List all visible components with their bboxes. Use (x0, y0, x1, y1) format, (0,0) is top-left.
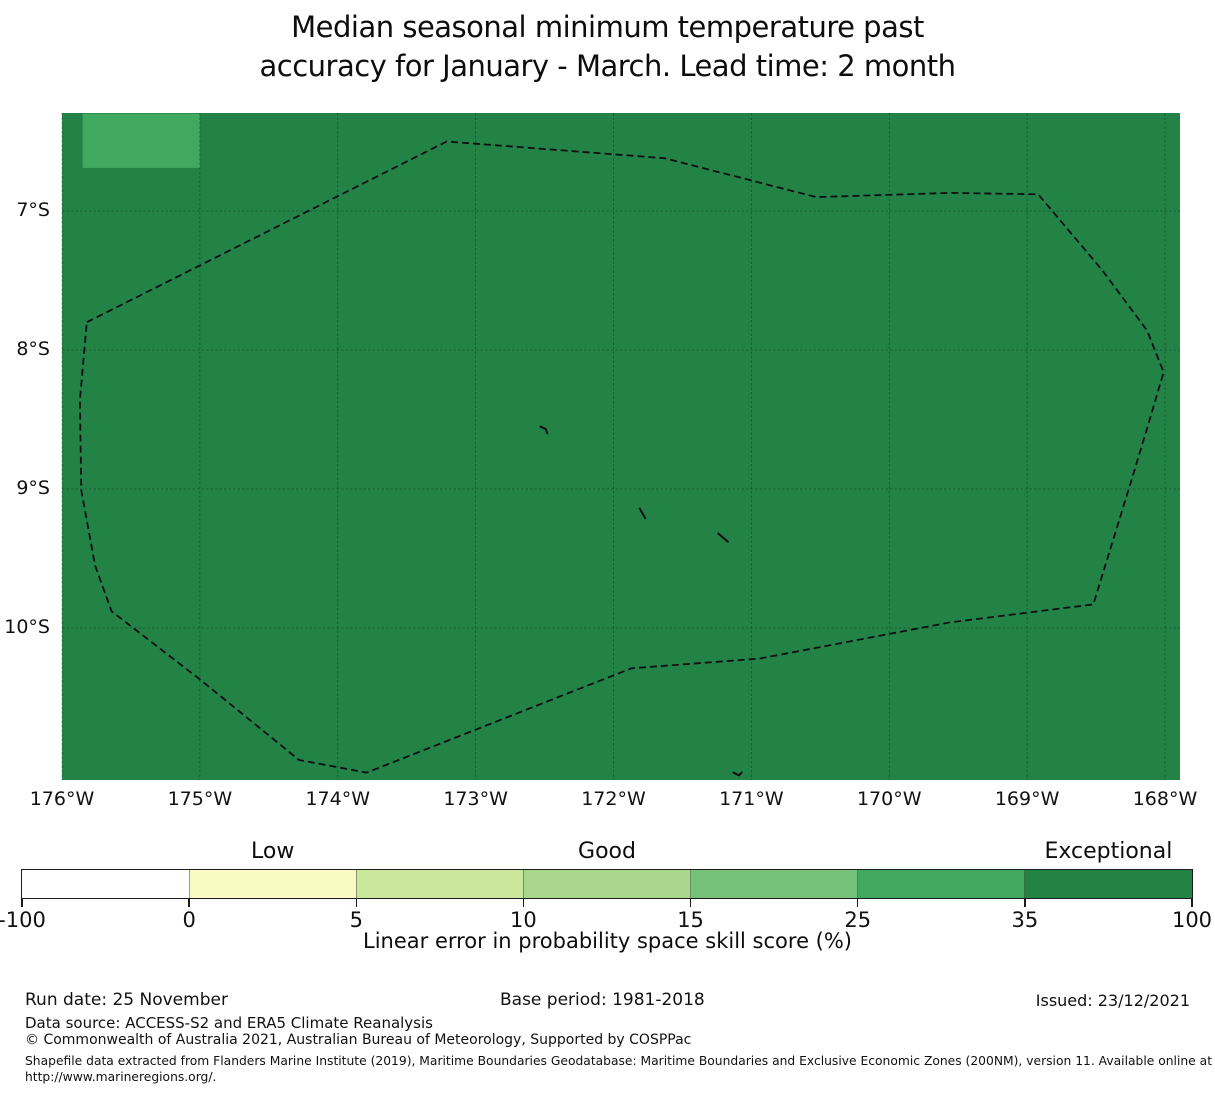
colorbar-segment (523, 870, 691, 898)
colorbar-caption: Linear error in probability space skill … (363, 929, 852, 953)
colorbar-segment (356, 870, 524, 898)
colorbar-tick-label: 100 (1171, 908, 1213, 932)
colorbar-tick (522, 899, 525, 907)
copyright-text: © Commonwealth of Australia 2021, Austra… (25, 1032, 692, 1048)
colorbar-segment (189, 870, 357, 898)
island-mark (732, 771, 743, 777)
x-axis-tick-label: 171°W (719, 788, 784, 810)
shapefile-credit-line2: http://www.marineregions.org/. (25, 1070, 217, 1084)
colorbar-tick-label: 35 (1011, 908, 1039, 932)
colorbar-tick-label: 15 (677, 908, 704, 932)
colorbar-tick-label: 5 (349, 908, 363, 932)
x-axis-tick-label: 172°W (581, 788, 646, 810)
y-axis-tick-label: 10°S (4, 616, 50, 638)
colorbar-tick-label: 10 (510, 908, 537, 932)
highlight-cell (82, 113, 200, 168)
run-date-text: Run date: 25 November (25, 990, 228, 1010)
colorbar-category-label: Good (578, 839, 636, 864)
chart-title: Median seasonal minimum temperature past… (0, 8, 1215, 86)
colorbar-category-label: Low (251, 839, 295, 864)
chart-title-line2: accuracy for January - March. Lead time:… (259, 49, 956, 83)
colorbar-tick (1191, 899, 1193, 907)
colorbar-segment (690, 870, 858, 898)
colorbar-segment-divider (690, 870, 692, 898)
colorbar-segment-divider (522, 870, 524, 898)
shapefile-credit-line1: Shapefile data extracted from Flanders M… (25, 1054, 1213, 1068)
colorbar-category-label: Exceptional (1044, 839, 1173, 864)
colorbar-tick (188, 899, 190, 907)
colorbar-segment (857, 870, 1025, 898)
colorbar-frame (21, 869, 1193, 899)
colorbar-tick (355, 899, 358, 907)
island-mark (638, 507, 647, 520)
colorbar-segment-divider (355, 870, 357, 898)
colorbar-segment (1024, 870, 1192, 898)
base-period-text: Base period: 1981-2018 (500, 990, 705, 1010)
eez-boundary (79, 140, 1165, 774)
colorbar-tick-label: 25 (844, 908, 872, 932)
colorbar-tick (21, 899, 23, 907)
island-mark (539, 425, 549, 435)
colorbar-segment-divider (1024, 870, 1026, 898)
x-axis-tick-label: 169°W (994, 788, 1060, 810)
colorbar-tick (689, 899, 692, 907)
data-source-text: Data source: ACCESS-S2 and ERA5 Climate … (25, 1014, 433, 1032)
colorbar-tick-label: -100 (0, 908, 46, 932)
y-axis-tick-label: 8°S (16, 338, 50, 360)
y-axis-tick-label: 9°S (16, 477, 50, 499)
colorbar-tick (1024, 899, 1026, 907)
issued-date-text: Issued: 23/12/2021 (1035, 991, 1190, 1010)
colorbar-segment-divider (188, 870, 190, 898)
colorbar-tick (856, 899, 859, 907)
x-axis-tick-label: 175°W (167, 788, 233, 810)
x-axis-tick-label: 168°W (1132, 788, 1198, 810)
map-region-fill (62, 113, 1180, 780)
x-axis-tick-label: 174°W (305, 788, 371, 810)
x-axis-tick-label: 170°W (856, 788, 922, 810)
chart-title-line1: Median seasonal minimum temperature past (291, 10, 924, 44)
y-axis-tick-label: 7°S (16, 199, 50, 221)
colorbar-segment-divider (857, 870, 859, 898)
colorbar-segment (22, 870, 190, 898)
island-mark (717, 532, 729, 543)
x-axis-tick-label: 176°W (29, 788, 95, 810)
colorbar-tick-label: 0 (182, 908, 196, 932)
x-axis-tick-label: 173°W (443, 788, 508, 810)
